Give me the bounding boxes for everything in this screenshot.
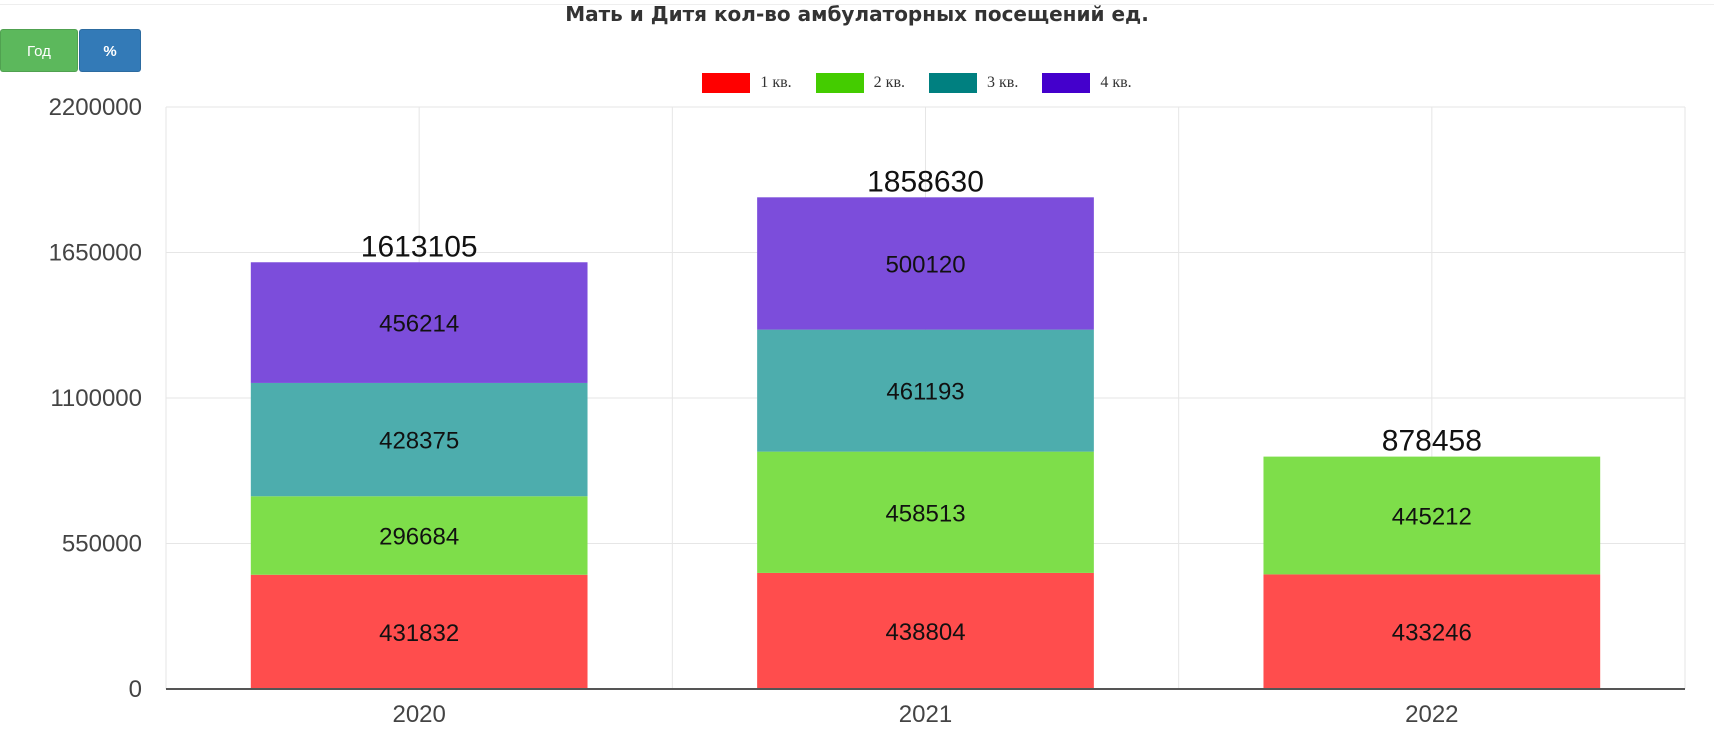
chart-bars: 431832 296684 428375 456214 1613105 438804 458… (250, 165, 1601, 689)
y-tick-label: 2200000 (49, 94, 142, 121)
bar-2022-q1[interactable] (1263, 574, 1601, 689)
bar-value-label: 500120 (885, 251, 965, 278)
legend-swatch-q4 (1042, 73, 1091, 93)
y-tick-label: 550000 (62, 531, 142, 558)
bar-2022-q2[interactable] (1263, 456, 1601, 575)
percent-button[interactable]: % (79, 29, 141, 72)
chart-title: Мать и Дитя кол-во амбулаторных посещени… (565, 2, 1149, 26)
bar-2020-q3[interactable] (250, 382, 588, 497)
y-axis: 0 550000 1100000 1650000 2200000 (49, 94, 142, 703)
year-button[interactable]: Год (0, 29, 78, 72)
y-tick-label: 1650000 (49, 240, 142, 267)
legend-swatch-q2 (815, 73, 864, 93)
legend-label-q1: 1 кв. (760, 74, 792, 91)
bar-2021-q2[interactable] (757, 451, 1094, 573)
legend-swatch-q1 (702, 73, 751, 93)
bar-2020-q4[interactable] (250, 262, 588, 383)
bar-value-label: 458513 (885, 500, 965, 527)
x-tick-label: 2022 (1405, 701, 1458, 728)
x-tick-label: 2020 (392, 701, 445, 728)
x-tick-label: 2021 (899, 701, 952, 728)
bar-value-label: 438804 (885, 619, 965, 646)
bar-total-label: 878458 (1382, 425, 1482, 458)
bar-value-label: 296684 (379, 524, 459, 551)
x-axis: 2020 2021 2022 (166, 688, 1685, 728)
bar-total-label: 1858630 (867, 165, 984, 198)
legend-label-q2: 2 кв. (873, 74, 905, 91)
bar-value-label: 433246 (1392, 620, 1472, 647)
y-tick-label: 0 (129, 676, 142, 703)
bar-value-label: 461193 (886, 379, 964, 406)
legend-label-q4: 4 кв. (1100, 74, 1132, 91)
chart-legend: 1 кв. 2 кв. 3 кв. 4 кв. (0, 73, 1714, 93)
y-tick-label: 1100000 (50, 385, 142, 412)
legend-item-q1[interactable]: 1 кв. (702, 73, 792, 93)
legend-swatch-q3 (929, 73, 977, 93)
bar-value-label: 428375 (379, 428, 459, 455)
bar-2020-q1[interactable] (250, 574, 588, 689)
bar-value-label: 445212 (1392, 503, 1472, 530)
legend-item-q2[interactable]: 2 кв. (815, 73, 905, 93)
bar-2021-q4[interactable] (757, 197, 1094, 330)
bar-2021-q1[interactable] (757, 572, 1094, 689)
legend-label-q3: 3 кв. (987, 74, 1019, 91)
bar-2020-q2[interactable] (250, 496, 588, 575)
legend-item-q3[interactable]: 3 кв. (929, 73, 1018, 93)
bar-2021-q3[interactable] (757, 329, 1094, 452)
legend-item-q4[interactable]: 4 кв. (1042, 73, 1132, 93)
bar-value-label: 431832 (379, 620, 459, 647)
bar-value-label: 456214 (379, 311, 459, 338)
top-divider (0, 4, 1714, 5)
bar-total-label: 1613105 (361, 230, 478, 263)
